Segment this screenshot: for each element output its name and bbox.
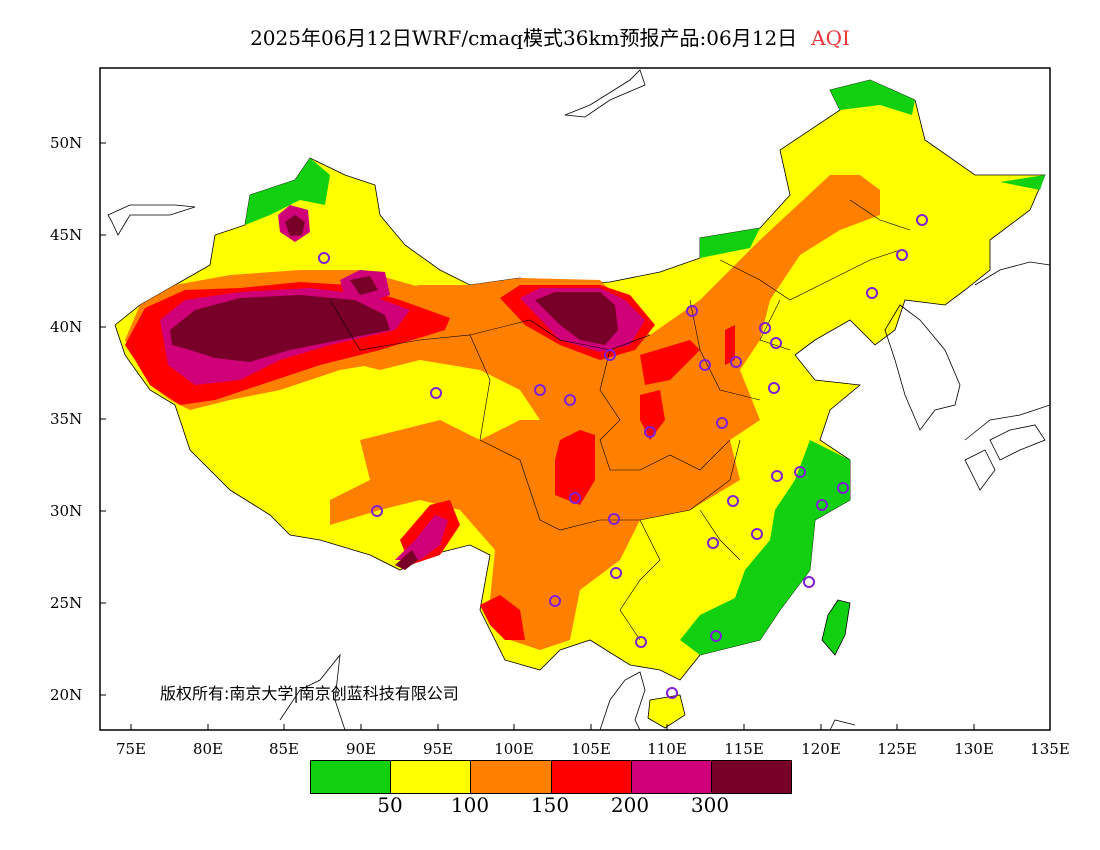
station-marker xyxy=(896,249,908,261)
copyright-notice: 版权所有:南京大学|南京创蓝科技有限公司 xyxy=(160,684,459,703)
station-marker xyxy=(866,287,878,299)
station-marker xyxy=(604,349,616,361)
station-marker xyxy=(816,499,828,511)
lon-label: 80E xyxy=(192,740,224,758)
station-marker xyxy=(710,630,722,642)
legend-label: 150 xyxy=(530,793,570,817)
green-region-northwest xyxy=(245,158,330,225)
map-content xyxy=(107,69,1050,730)
station-marker xyxy=(730,356,742,368)
legend-swatch-good xyxy=(311,761,392,793)
yellow-region-hainan xyxy=(647,694,686,729)
station-marker xyxy=(564,394,576,406)
legend-label: 200 xyxy=(610,793,650,817)
station-marker xyxy=(318,252,330,264)
legend-swatch-hazardous xyxy=(711,761,792,793)
green-region-northeast xyxy=(830,80,915,115)
legend-swatch-sensitive xyxy=(471,761,552,793)
station-marker xyxy=(699,359,711,371)
station-marker xyxy=(759,322,771,334)
magenta-region-tibet-se xyxy=(395,515,448,560)
coastline-korea-japan xyxy=(884,261,1050,491)
station-marker xyxy=(716,417,728,429)
title-variable: AQI xyxy=(811,26,850,50)
red-region-sichuan xyxy=(555,430,595,505)
lon-label: 90E xyxy=(345,740,377,758)
legend-swatch-moderate xyxy=(391,761,472,793)
lon-ticks xyxy=(130,724,1051,730)
province-boundaries xyxy=(329,199,911,641)
aqi-legend-bar xyxy=(310,760,792,794)
hazardous-region-taklimakan xyxy=(170,295,390,362)
lon-label: 105E xyxy=(571,740,611,758)
green-region-taiwan xyxy=(821,599,851,656)
station-marker xyxy=(686,305,698,317)
red-region-hebei xyxy=(725,325,735,365)
station-marker xyxy=(771,470,783,482)
lon-label: 110E xyxy=(647,740,687,758)
legend-label: 50 xyxy=(377,793,403,817)
lat-ticks xyxy=(100,142,106,696)
station-marker xyxy=(666,687,678,699)
title-text: 2025年06月12日WRF/cmaq模式36km预报产品:06月12日 xyxy=(250,26,798,50)
lon-label: 75E xyxy=(115,740,147,758)
hazardous-region-junggar xyxy=(285,215,305,236)
coastline-kazakh-lake xyxy=(107,204,196,236)
station-marker xyxy=(794,466,806,478)
station-marker xyxy=(837,482,849,494)
hazardous-region-alxa xyxy=(535,292,618,345)
station-marker xyxy=(430,387,442,399)
station-marker xyxy=(549,595,561,607)
hazardous-region-hami xyxy=(350,276,378,295)
legend-label: 100 xyxy=(450,793,490,817)
lon-label: 135E xyxy=(1030,740,1070,758)
lat-label: 45N xyxy=(50,226,83,244)
orange-region-central xyxy=(330,175,880,650)
red-region-yunnan xyxy=(480,595,525,640)
map-title: 2025年06月12日WRF/cmaq模式36km预报产品:06月12日 AQI xyxy=(0,22,1100,51)
station-marker xyxy=(635,636,647,648)
lon-label: 115E xyxy=(724,740,764,758)
green-region-east-inner-mongolia xyxy=(700,228,760,258)
station-markers xyxy=(318,214,928,699)
lon-label: 125E xyxy=(877,740,917,758)
lat-label: 20N xyxy=(50,686,83,704)
legend-swatch-very-unhealthy xyxy=(631,761,712,793)
station-marker xyxy=(727,495,739,507)
lon-label: 100E xyxy=(494,740,534,758)
station-marker xyxy=(608,513,620,525)
station-marker xyxy=(916,214,928,226)
station-marker xyxy=(644,426,656,438)
lat-label: 40N xyxy=(50,318,83,336)
station-marker xyxy=(371,505,383,517)
station-marker xyxy=(534,384,546,396)
legend-label: 300 xyxy=(690,793,730,817)
coastline-baikal xyxy=(564,69,646,118)
station-marker xyxy=(707,537,719,549)
green-region-southeast xyxy=(680,440,850,655)
station-marker xyxy=(770,337,782,349)
legend-swatch-unhealthy xyxy=(551,761,632,793)
station-marker xyxy=(751,528,763,540)
lon-label: 120E xyxy=(801,740,841,758)
station-marker xyxy=(803,576,815,588)
lon-label: 130E xyxy=(954,740,994,758)
coastline-southeast-asia xyxy=(279,653,856,730)
lat-label: 35N xyxy=(50,410,83,428)
lat-label: 50N xyxy=(50,134,83,152)
station-marker xyxy=(569,492,581,504)
green-region-far-ne xyxy=(1000,175,1045,190)
lon-label: 85E xyxy=(268,740,300,758)
lon-label: 95E xyxy=(422,740,454,758)
map-frame xyxy=(99,67,1051,731)
station-marker xyxy=(768,382,780,394)
lat-label: 30N xyxy=(50,502,83,520)
hazardous-region-tibet-se xyxy=(395,550,418,570)
lat-label: 25N xyxy=(50,594,83,612)
station-marker xyxy=(610,567,622,579)
red-region-shaanxi xyxy=(640,340,700,385)
